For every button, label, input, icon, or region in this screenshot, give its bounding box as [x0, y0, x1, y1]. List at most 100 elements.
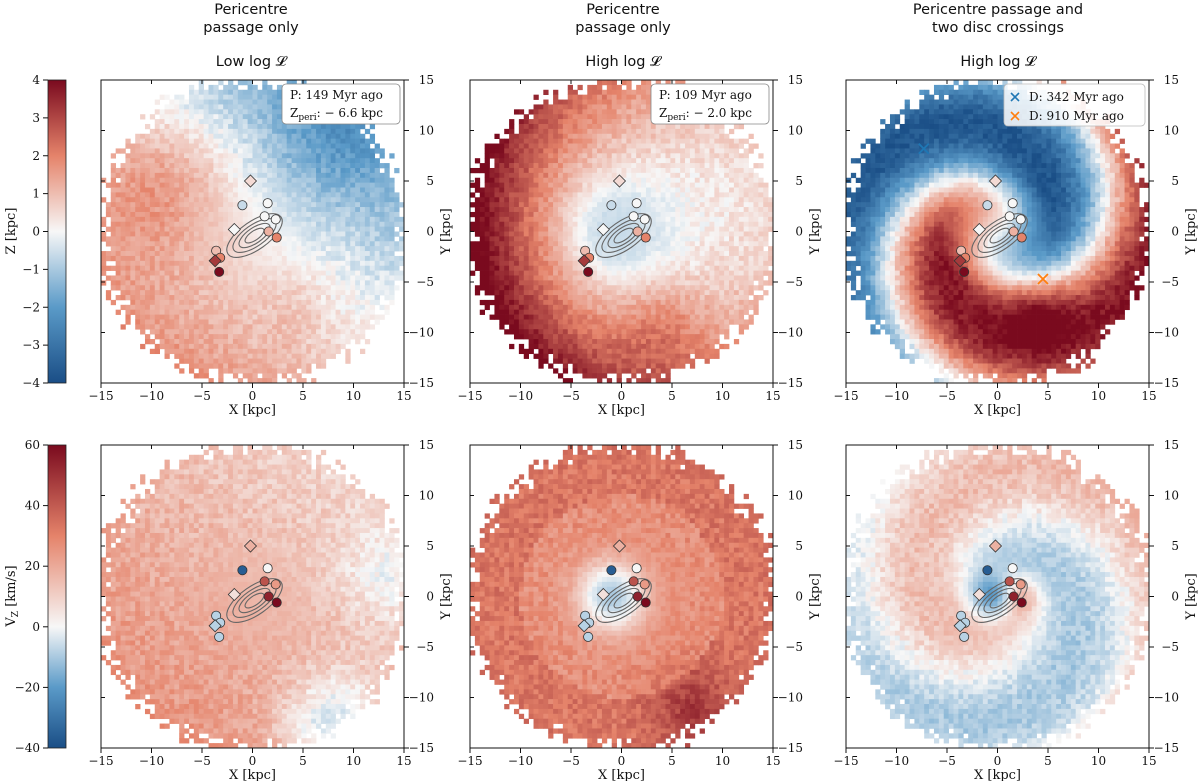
x-tick-label: −10 — [139, 389, 164, 403]
y-axis-label: Y [kpc] — [439, 208, 454, 255]
y-tick-label: −15 — [1154, 741, 1179, 755]
circle-marker — [632, 226, 643, 237]
y-tick-label: −10 — [1154, 691, 1179, 705]
star-markers — [208, 174, 282, 277]
circle-marker — [1016, 232, 1027, 243]
x-tick-label: 5 — [668, 389, 676, 403]
col1-title-line1: Pericentre — [214, 2, 288, 18]
y-tick-label: 5 — [795, 539, 803, 553]
colorbar-vz-label: VZ [km/s] — [4, 565, 21, 627]
star-markers — [577, 539, 651, 642]
x-tick-label: 15 — [765, 754, 780, 768]
x-tick-label: 10 — [346, 754, 361, 768]
circle-marker — [259, 576, 270, 587]
y-axis-label: Y [kpc] — [808, 208, 823, 255]
circle-marker — [640, 232, 651, 243]
heatmap-cells — [846, 445, 1150, 749]
y-tick-label: 5 — [426, 539, 434, 553]
x-tick-label: 0 — [994, 389, 1002, 403]
diamond-marker — [988, 539, 1003, 553]
y-tick-label: 15 — [1164, 438, 1179, 452]
pericentre-annotation: P: 149 Myr ago Zperi: − 6.6 kpc — [281, 83, 401, 125]
circle-marker — [1008, 226, 1019, 237]
circle-marker — [631, 198, 642, 209]
diamond-marker — [953, 254, 967, 268]
circle-marker — [237, 200, 248, 211]
circle-marker — [1007, 563, 1018, 574]
circle-marker — [214, 631, 225, 642]
y-axis-label: Y [kpc] — [439, 573, 454, 620]
x-tick-label: 10 — [715, 754, 730, 768]
y-axis-label: Y [kpc] — [1184, 208, 1199, 255]
colorbar-vz: 60 40 20 0 −20 −40 VZ [km/s] — [4, 438, 67, 755]
x-axis-label: X [kpc] — [229, 403, 276, 418]
y-axis-label: Y [kpc] — [808, 573, 823, 620]
y-tick-label: 0 — [795, 225, 803, 239]
disc-crossing-legend: D: 342 Myr ago D: 910 Myr ago — [1003, 83, 1146, 127]
x-tick-label: −5 — [193, 389, 211, 403]
circle-marker — [1015, 579, 1026, 590]
diamond-marker — [227, 587, 241, 602]
diamond-marker — [577, 254, 591, 268]
y-tick-label: −10 — [409, 691, 434, 705]
x-tick-label: −10 — [508, 754, 533, 768]
y-tick-label: −15 — [778, 376, 803, 390]
x-tick-label: 5 — [299, 754, 307, 768]
colorbar-tick-label: −4 — [22, 376, 40, 390]
heatmap-cells — [101, 445, 405, 749]
circle-marker — [1007, 198, 1018, 209]
x-tick-label: −15 — [88, 389, 113, 403]
colorbar-tick-label: 0 — [32, 225, 40, 239]
circle-marker — [270, 579, 281, 590]
x-tick-label: 0 — [618, 389, 626, 403]
circle-marker — [262, 198, 273, 209]
circle-marker — [583, 266, 594, 277]
x-tick-label: −15 — [833, 389, 858, 403]
circle-marker — [214, 266, 225, 277]
colorbar-tick-label: 20 — [25, 559, 40, 573]
y-tick-label: 10 — [788, 489, 803, 503]
circle-marker — [262, 563, 273, 574]
pericentre-annotation: P: 109 Myr ago Zperi: − 2.0 kpc — [650, 83, 770, 125]
circle-marker — [959, 631, 970, 642]
col1-subtitle: Low log 𝓛 — [216, 54, 289, 70]
circle-marker — [271, 597, 282, 608]
x-tick-label: −10 — [508, 389, 533, 403]
diamond-marker — [227, 222, 241, 237]
y-tick-label: 5 — [795, 174, 803, 188]
colorbar-z: 4 3 2 1 0 −1 −2 −3 −4 Z [kpc] — [4, 73, 67, 390]
colorbar-tick-label: −20 — [15, 680, 40, 694]
colorbar-tick-label: −3 — [22, 338, 40, 352]
x-tick-label: 15 — [1141, 389, 1156, 403]
legend-label: D: 910 Myr ago — [1029, 109, 1124, 123]
x-tick-label: −5 — [562, 389, 580, 403]
colorbar-tick-label: 0 — [32, 620, 40, 634]
y-tick-label: −15 — [1154, 376, 1179, 390]
x-tick-label: −10 — [884, 754, 909, 768]
x-tick-label: −5 — [938, 389, 956, 403]
col1-title-line2: passage only — [203, 20, 299, 36]
x-tick-label: 10 — [1091, 754, 1106, 768]
annotation-line2: Zperi: − 6.6 kpc — [290, 106, 383, 123]
density-contours — [226, 578, 283, 623]
circle-marker — [1004, 211, 1015, 222]
diamond-marker — [243, 539, 258, 553]
col3-title-line1: Pericentre passage and — [913, 2, 1083, 18]
circle-marker — [639, 579, 650, 590]
circle-marker — [1008, 591, 1019, 602]
colorbar-tick-label: −1 — [22, 262, 40, 276]
x-tick-label: −15 — [88, 754, 113, 768]
x-tick-label: −5 — [193, 754, 211, 768]
star-markers — [577, 174, 651, 277]
circle-marker — [606, 565, 617, 576]
colorbar-tick-label: −2 — [22, 300, 40, 314]
circle-marker — [982, 200, 993, 211]
y-tick-label: 0 — [1171, 225, 1179, 239]
crossing-marker — [918, 143, 930, 155]
circle-marker — [606, 200, 617, 211]
x-axis-label: X [kpc] — [598, 403, 645, 418]
y-tick-label: 15 — [419, 73, 434, 87]
circle-marker — [270, 214, 281, 225]
